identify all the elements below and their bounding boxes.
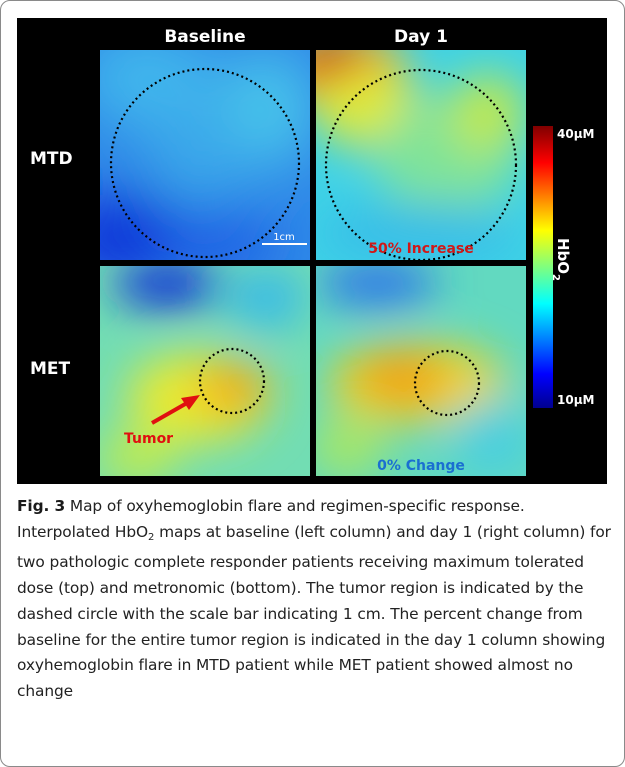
met-change-label: 0% Change bbox=[377, 458, 465, 474]
heatmap-figure: Baseline Day 1 MTD MET 1cm 50% Increase … bbox=[30, 27, 594, 476]
scale-bar-label: 1cm bbox=[273, 232, 295, 243]
column-header-day1: Day 1 bbox=[394, 27, 448, 47]
caption-body: maps at baseline (left column) and day 1… bbox=[17, 522, 611, 700]
met-day1-map bbox=[316, 266, 526, 476]
tumor-label: Tumor bbox=[124, 431, 173, 447]
tumor-circle-met-baseline bbox=[198, 347, 266, 415]
tumor-circle-met-day1 bbox=[413, 349, 481, 417]
tumor-arrow-icon bbox=[151, 395, 200, 425]
row-label-mtd: MTD bbox=[30, 149, 73, 169]
tumor-circle-mtd-baseline bbox=[109, 67, 301, 259]
svg-text:HbO2: HbO2 bbox=[550, 238, 572, 281]
colorbar-title: HbO2 bbox=[550, 238, 572, 281]
caption-line-a: Interpolated HbO bbox=[17, 522, 149, 541]
mtd-day1-map bbox=[316, 50, 526, 260]
column-header-baseline: Baseline bbox=[164, 27, 245, 47]
figure-label: Fig. 3 bbox=[17, 497, 66, 515]
row-label-met: MET bbox=[30, 359, 71, 379]
figure-image: Baseline Day 1 MTD MET 1cm 50% Increase … bbox=[17, 18, 607, 484]
caption-subscript: 2 bbox=[148, 531, 155, 543]
colorbar-max-label: 40µM bbox=[557, 127, 594, 141]
caption-title: Map of oxyhemoglobin flare and regimen-s… bbox=[69, 497, 525, 515]
mtd-change-label: 50% Increase bbox=[368, 241, 474, 257]
figure-caption: Fig. 3 Map of oxyhemoglobin flare and re… bbox=[17, 494, 613, 705]
tumor-circle-mtd-day1 bbox=[324, 68, 518, 262]
colorbar bbox=[533, 126, 553, 408]
colorbar-min-label: 10µM bbox=[557, 393, 594, 407]
met-baseline-map bbox=[100, 266, 310, 476]
